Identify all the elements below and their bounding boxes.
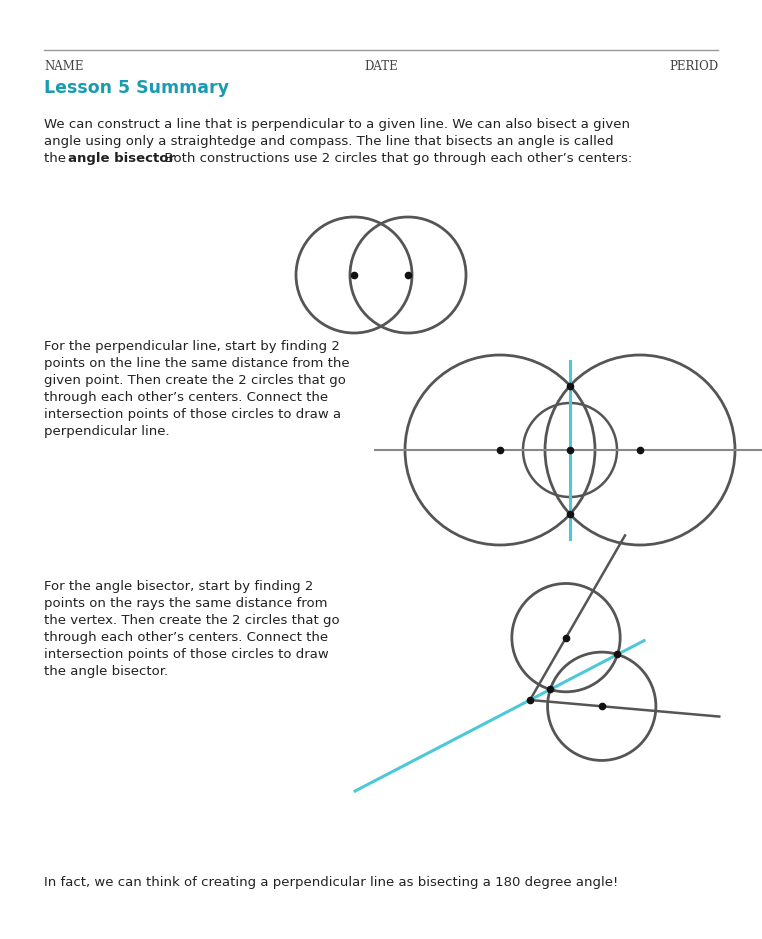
- Text: given point. Then create the 2 circles that go: given point. Then create the 2 circles t…: [44, 374, 346, 387]
- Text: For the angle bisector, start by finding 2: For the angle bisector, start by finding…: [44, 580, 313, 593]
- Text: . Both constructions use 2 circles that go through each other’s centers:: . Both constructions use 2 circles that …: [156, 152, 632, 165]
- Text: DATE: DATE: [364, 59, 398, 72]
- Text: We can construct a line that is perpendicular to a given line. We can also bisec: We can construct a line that is perpendi…: [44, 118, 630, 131]
- Text: angle bisector: angle bisector: [68, 152, 175, 165]
- Text: perpendicular line.: perpendicular line.: [44, 425, 170, 438]
- Text: points on the line the same distance from the: points on the line the same distance fro…: [44, 357, 350, 370]
- Text: Lesson 5 Summary: Lesson 5 Summary: [44, 79, 229, 97]
- Text: PERIOD: PERIOD: [669, 59, 718, 72]
- Text: through each other’s centers. Connect the: through each other’s centers. Connect th…: [44, 631, 328, 644]
- Text: In fact, we can think of creating a perpendicular line as bisecting a 180 degree: In fact, we can think of creating a perp…: [44, 876, 618, 889]
- Text: angle using only a straightedge and compass. The line that bisects an angle is c: angle using only a straightedge and comp…: [44, 135, 613, 148]
- Text: the vertex. Then create the 2 circles that go: the vertex. Then create the 2 circles th…: [44, 614, 340, 627]
- Text: through each other’s centers. Connect the: through each other’s centers. Connect th…: [44, 391, 328, 404]
- Text: NAME: NAME: [44, 59, 84, 72]
- Text: the: the: [44, 152, 70, 165]
- Text: For the perpendicular line, start by finding 2: For the perpendicular line, start by fin…: [44, 340, 340, 353]
- Text: points on the rays the same distance from: points on the rays the same distance fro…: [44, 597, 328, 610]
- Text: the angle bisector.: the angle bisector.: [44, 665, 168, 678]
- Text: intersection points of those circles to draw a: intersection points of those circles to …: [44, 408, 341, 421]
- Text: intersection points of those circles to draw: intersection points of those circles to …: [44, 648, 328, 661]
